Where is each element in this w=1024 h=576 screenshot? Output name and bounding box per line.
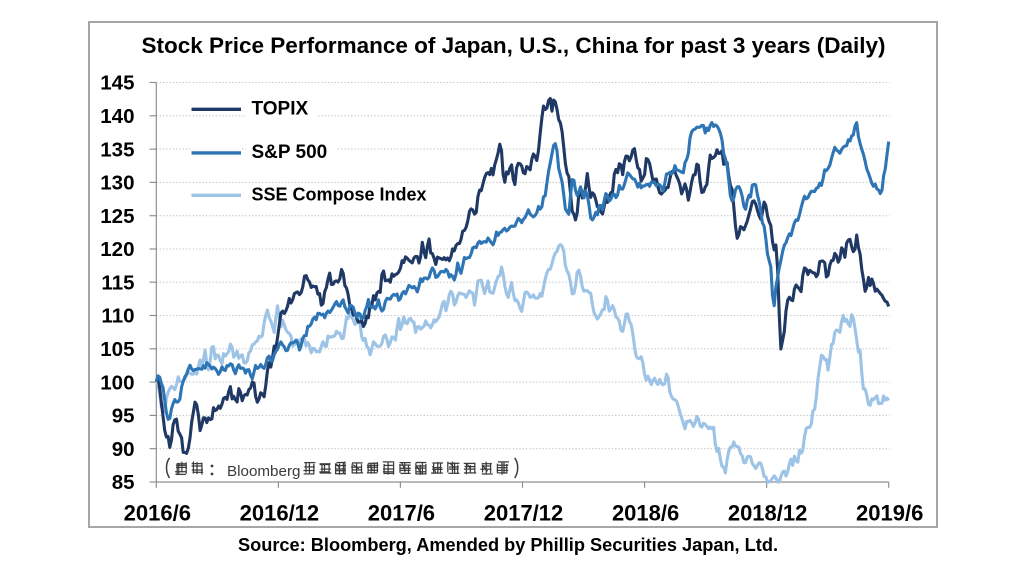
svg-text:105: 105 bbox=[100, 338, 134, 361]
svg-text:110: 110 bbox=[101, 305, 134, 328]
svg-text:2016/12: 2016/12 bbox=[240, 501, 320, 526]
svg-text:2018/6: 2018/6 bbox=[612, 501, 679, 526]
svg-text:SSE Compose Index: SSE Compose Index bbox=[252, 184, 427, 204]
svg-text:2017/12: 2017/12 bbox=[484, 501, 564, 526]
svg-text:90: 90 bbox=[112, 438, 135, 461]
svg-text:Bloomberg: Bloomberg bbox=[227, 463, 300, 480]
svg-text:S&P 500: S&P 500 bbox=[252, 142, 328, 163]
svg-text:2017/6: 2017/6 bbox=[368, 501, 435, 526]
svg-text:TOPIX: TOPIX bbox=[252, 99, 309, 120]
svg-text:95: 95 bbox=[112, 405, 135, 428]
svg-text:140: 140 bbox=[100, 105, 134, 128]
svg-text:145: 145 bbox=[100, 72, 134, 95]
svg-text:Stock Price Performance of Jap: Stock Price Performance of Japan, U.S., … bbox=[141, 33, 885, 58]
svg-text:115: 115 bbox=[101, 271, 134, 294]
svg-text:2019/6: 2019/6 bbox=[856, 501, 923, 526]
svg-text:Source: Bloomberg, Amended by: Source: Bloomberg, Amended by Phillip Se… bbox=[238, 535, 778, 555]
svg-text:125: 125 bbox=[100, 205, 134, 228]
svg-text:130: 130 bbox=[100, 172, 134, 195]
svg-text:100: 100 bbox=[100, 371, 134, 394]
svg-text:120: 120 bbox=[100, 238, 134, 261]
svg-text:135: 135 bbox=[100, 138, 134, 161]
svg-text:85: 85 bbox=[112, 471, 135, 494]
svg-text:2018/12: 2018/12 bbox=[728, 501, 808, 526]
svg-text:2016/6: 2016/6 bbox=[124, 501, 191, 526]
